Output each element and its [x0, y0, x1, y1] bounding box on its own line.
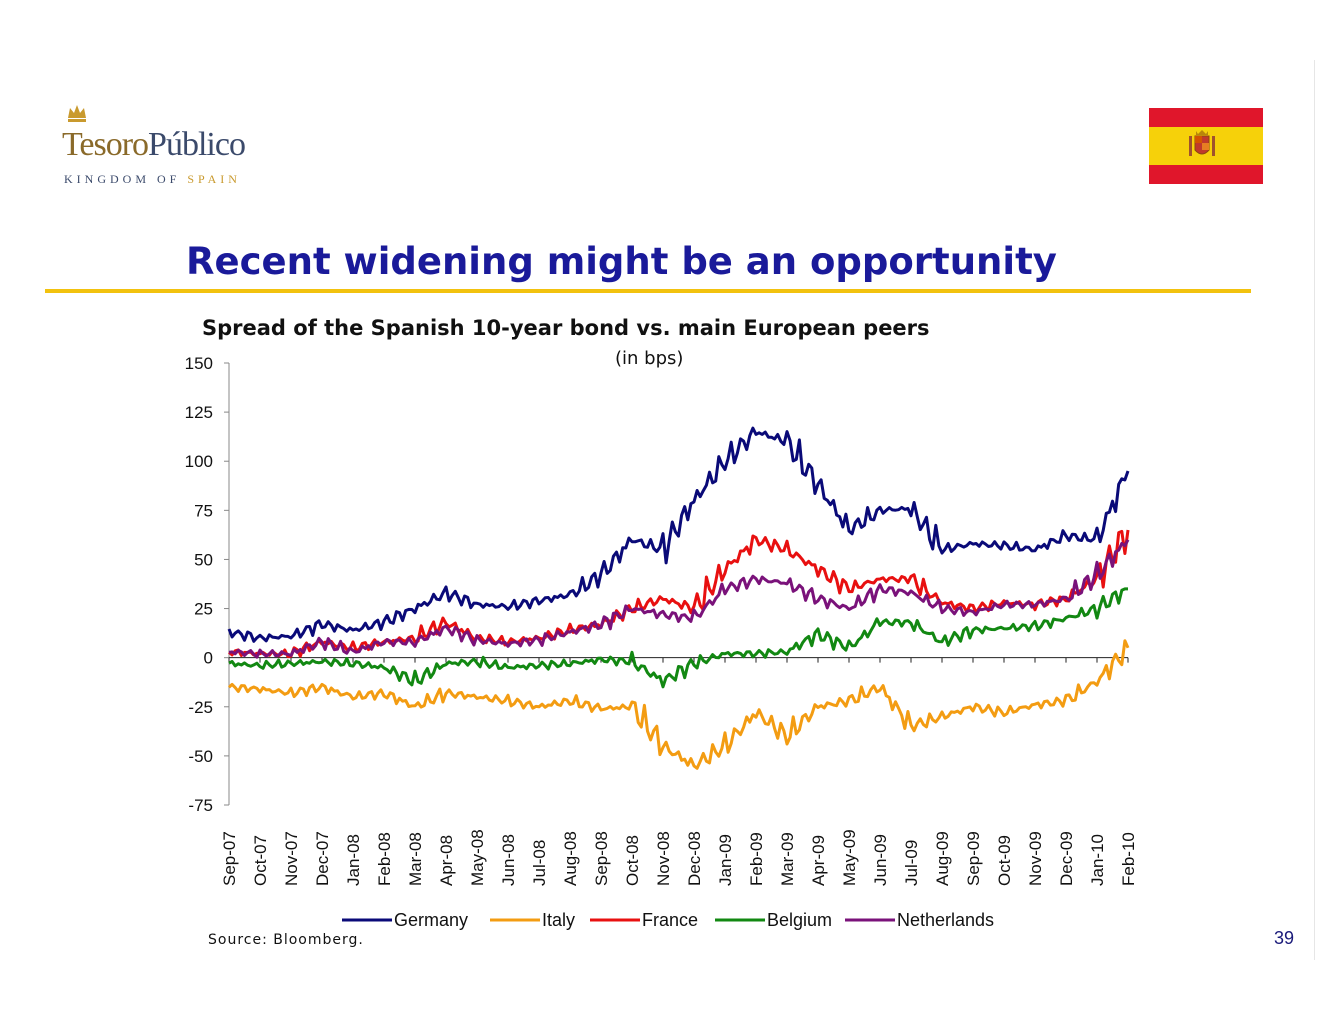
legend-label-france: France — [642, 910, 698, 930]
x-tick-label: Jan-09 — [716, 834, 735, 886]
series-line-italy — [227, 639, 1130, 770]
logo-tagline-part2: SPAIN — [187, 172, 241, 186]
x-tick-label: Dec-08 — [685, 831, 704, 886]
tesoro-publico-logo: TesoroPúblico KINGDOM OF SPAIN — [62, 102, 262, 192]
x-tick-label: Dec-09 — [1057, 831, 1076, 886]
crown-icon — [68, 105, 86, 122]
y-tick-label: 75 — [194, 501, 213, 520]
chart-subtitle: (in bps) — [615, 348, 684, 369]
x-tick-label: Sep-09 — [964, 831, 983, 886]
y-tick-label: 100 — [185, 452, 213, 471]
x-tick-label: Jun-08 — [499, 834, 518, 886]
x-tick-label: May-09 — [840, 829, 859, 886]
x-tick-label: Feb-10 — [1119, 832, 1138, 886]
legend-label-netherlands: Netherlands — [897, 910, 994, 930]
slide-title: Recent widening might be an opportunity — [186, 240, 1057, 283]
x-tick-label: Oct-08 — [623, 835, 642, 886]
x-tick-label: Aug-08 — [561, 831, 580, 886]
x-tick-label: Mar-09 — [778, 832, 797, 886]
y-tick-label: -25 — [188, 698, 213, 717]
x-tick-label: Oct-09 — [995, 835, 1014, 886]
series-line-france — [228, 529, 1130, 659]
x-tick-label: Nov-09 — [1026, 831, 1045, 886]
x-tick-label: Apr-08 — [437, 835, 456, 886]
coat-of-arms-icon — [1189, 130, 1215, 156]
y-tick-label: 150 — [185, 354, 213, 373]
series-line-belgium — [228, 587, 1128, 689]
x-tick-label: Sep-08 — [592, 831, 611, 886]
legend-label-germany: Germany — [394, 910, 468, 930]
x-tick-label: Jul-09 — [902, 840, 921, 886]
legend-label-italy: Italy — [542, 910, 575, 930]
flag-red-top — [1149, 108, 1263, 127]
title-underline — [45, 289, 1251, 293]
series-line-germany — [227, 426, 1130, 643]
x-tick-label: Sep-07 — [220, 831, 239, 886]
x-tick-label: Jan-08 — [344, 834, 363, 886]
logo-tagline-part1: KINGDOM OF — [64, 172, 188, 186]
x-tick-label: Jun-09 — [871, 834, 890, 886]
x-tick-label: Feb-09 — [747, 832, 766, 886]
logo-wordmark-part2: Público — [148, 126, 246, 163]
y-tick-label: -50 — [188, 747, 213, 766]
x-tick-label: Feb-08 — [375, 832, 394, 886]
y-tick-label: 50 — [194, 550, 213, 569]
logo-wordmark: TesoroPúblico — [62, 126, 246, 164]
y-tick-label: 125 — [185, 403, 213, 422]
logo-tagline: KINGDOM OF SPAIN — [64, 172, 241, 187]
page-number: 39 — [1274, 928, 1295, 948]
right-edge-line — [1314, 60, 1315, 960]
x-tick-label: Dec-07 — [313, 831, 332, 886]
x-tick-label: Oct-07 — [251, 835, 270, 886]
logo-wordmark-part1: Tesoro — [62, 126, 149, 163]
spain-flag — [1149, 108, 1263, 184]
x-tick-label: Jul-08 — [530, 840, 549, 886]
series-line-netherlands — [228, 539, 1130, 659]
y-tick-label: 0 — [204, 649, 213, 668]
legend-label-belgium: Belgium — [767, 910, 832, 930]
x-tick-label: May-08 — [468, 829, 487, 886]
x-tick-label: Nov-08 — [654, 831, 673, 886]
chart-title: Spread of the Spanish 10-year bond vs. m… — [202, 316, 930, 340]
y-tick-label: -75 — [188, 796, 213, 815]
y-tick-label: 25 — [194, 600, 213, 619]
x-tick-label: Aug-09 — [933, 831, 952, 886]
x-tick-label: Nov-07 — [282, 831, 301, 886]
flag-red-bottom — [1149, 165, 1263, 184]
source-note: Source: Bloomberg. — [208, 932, 364, 948]
x-tick-label: Mar-08 — [406, 832, 425, 886]
x-tick-label: Apr-09 — [809, 835, 828, 886]
x-tick-label: Jan-10 — [1088, 834, 1107, 886]
